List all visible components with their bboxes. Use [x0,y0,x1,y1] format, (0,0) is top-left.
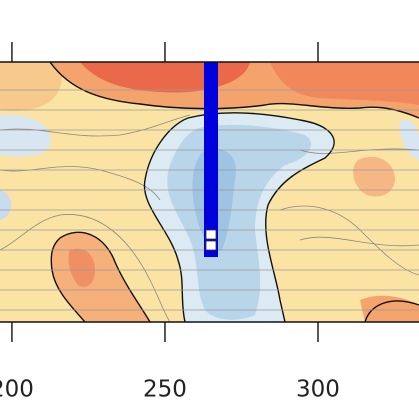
bar-body [204,62,218,257]
bar-cell [205,240,217,251]
x-tick-label: 200 [0,377,34,403]
x-tick-label: 250 [143,377,187,403]
profile-bar [204,62,218,257]
bar-cell [205,229,217,240]
x-tick-label: 300 [296,377,340,403]
latitude-lines [0,89,419,311]
